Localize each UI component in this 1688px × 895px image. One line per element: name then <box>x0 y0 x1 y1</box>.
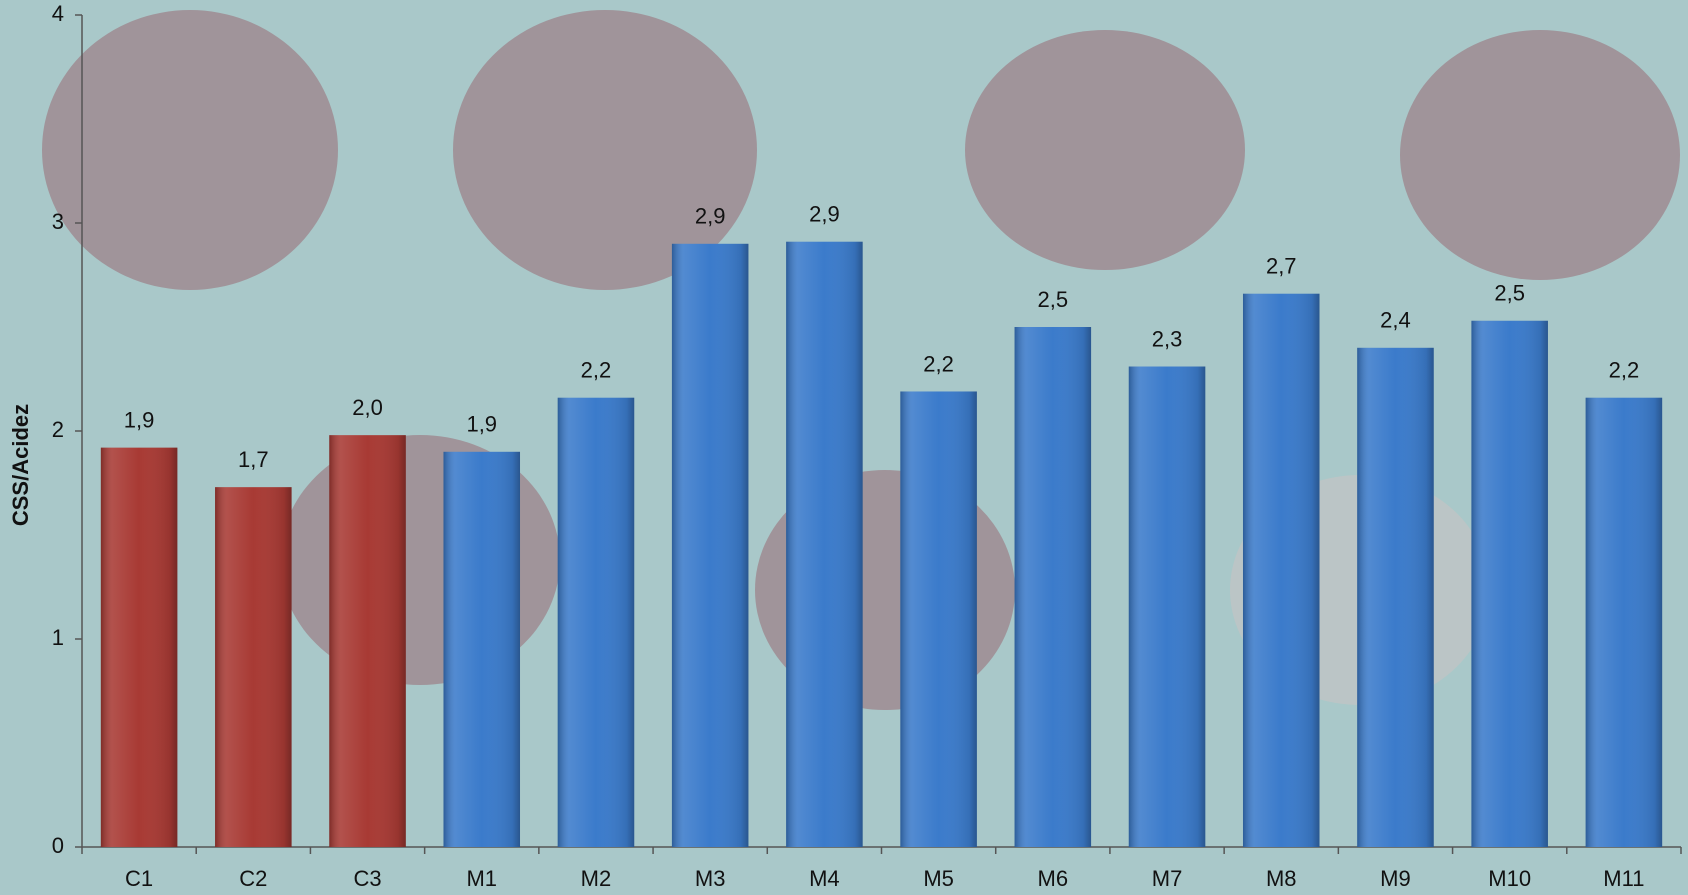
x-tick-label: M4 <box>809 866 840 891</box>
x-tick-label: M5 <box>923 866 954 891</box>
value-label: 2,9 <box>809 202 840 227</box>
x-tick-label: M1 <box>466 866 497 891</box>
y-tick-label: 0 <box>52 833 64 858</box>
x-tick-label: M2 <box>581 866 612 891</box>
x-tick-label: M9 <box>1380 866 1411 891</box>
value-label: 2,7 <box>1266 254 1297 279</box>
value-label: 2,2 <box>923 351 954 376</box>
x-tick-label: M7 <box>1152 866 1183 891</box>
bar <box>557 397 635 847</box>
bar <box>900 391 977 847</box>
x-tick-label: M6 <box>1038 866 1069 891</box>
bar <box>1128 366 1206 847</box>
bar <box>1585 397 1663 847</box>
value-label: 2,2 <box>581 358 612 383</box>
x-tick-label: M8 <box>1266 866 1297 891</box>
value-label: 2,2 <box>1609 358 1640 383</box>
x-tick-label: C3 <box>353 866 381 891</box>
value-label: 2,0 <box>352 395 383 420</box>
bar <box>1471 320 1548 847</box>
bar <box>215 487 292 847</box>
x-tick-label: M11 <box>1603 866 1644 891</box>
value-label: 2,3 <box>1152 326 1183 351</box>
value-label: 2,5 <box>1038 287 1069 312</box>
bar <box>1242 293 1320 848</box>
x-tick-label: M3 <box>695 866 726 891</box>
bar <box>443 451 521 847</box>
y-tick-label: 4 <box>52 1 64 26</box>
bar <box>1357 347 1434 847</box>
value-label: 1,9 <box>124 407 155 432</box>
value-label: 2,9 <box>695 204 726 229</box>
value-label: 2,4 <box>1380 308 1411 333</box>
bar <box>786 241 863 848</box>
value-label: 1,9 <box>466 412 497 437</box>
bar <box>329 435 406 847</box>
x-tick-label: C1 <box>125 866 153 891</box>
x-tick-label: C2 <box>239 866 267 891</box>
y-axis-label: CSS/Acidez <box>8 404 33 526</box>
x-tick-label: M10 <box>1488 866 1531 891</box>
y-tick-label: 1 <box>52 625 64 650</box>
bar <box>671 243 749 848</box>
y-tick-label: 2 <box>52 417 64 442</box>
value-label: 1,7 <box>238 447 269 472</box>
y-tick-label: 3 <box>52 209 64 234</box>
bar <box>100 447 178 847</box>
bar <box>1014 327 1092 847</box>
value-label: 2,5 <box>1494 281 1525 306</box>
